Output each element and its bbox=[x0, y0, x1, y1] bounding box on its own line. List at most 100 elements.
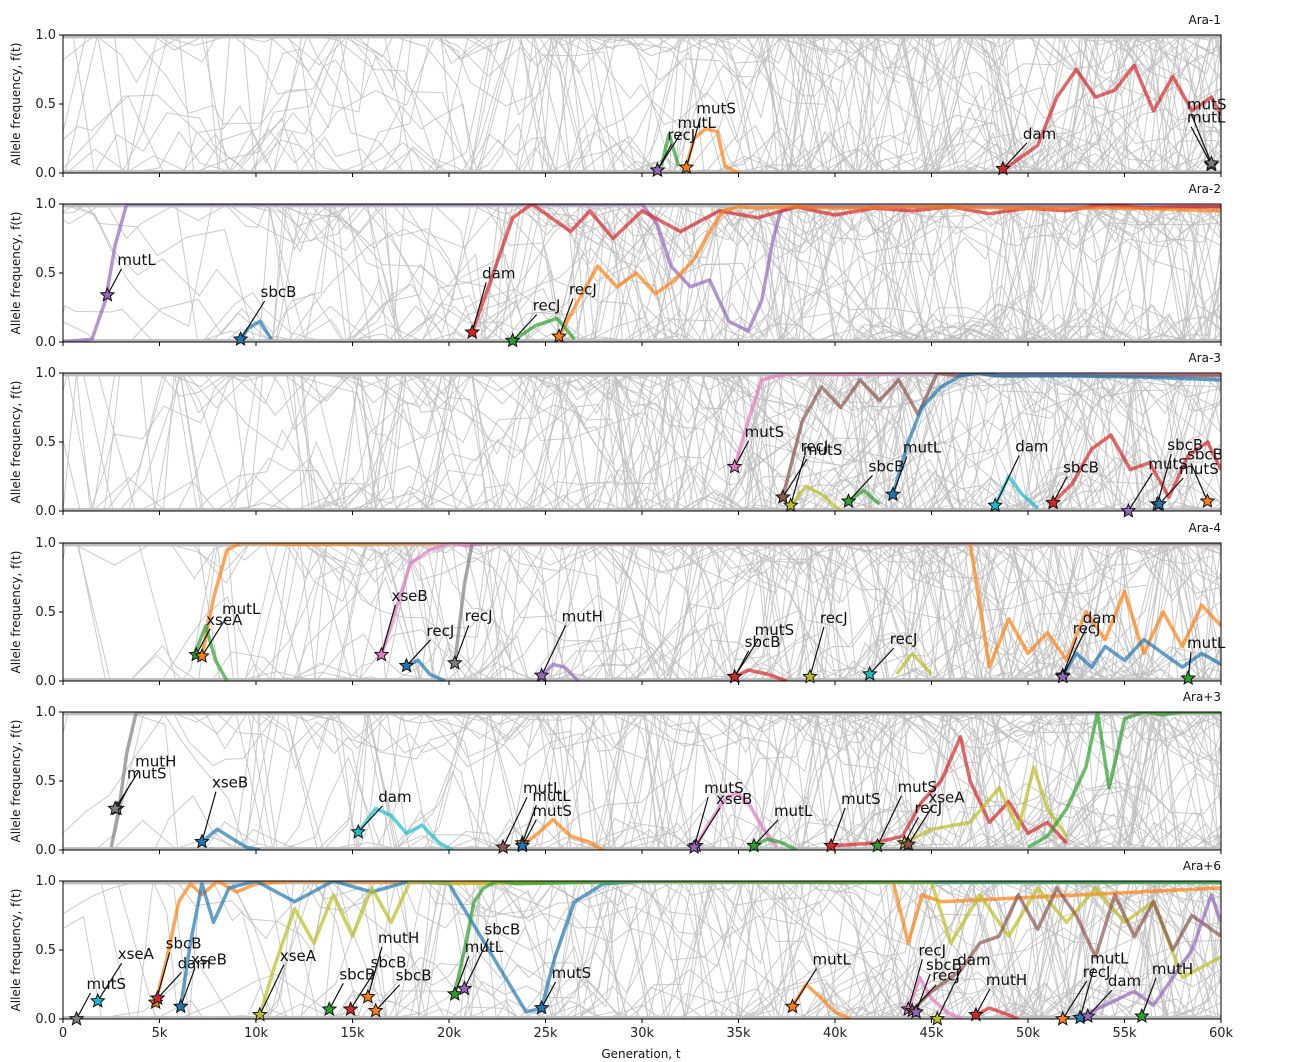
background-trace bbox=[200, 543, 1221, 681]
mutation-star-marker bbox=[194, 647, 210, 663]
gene-annotation-label: mutS bbox=[552, 964, 592, 982]
y-tick-label: 0.0 bbox=[35, 674, 56, 689]
plot-area bbox=[63, 373, 1221, 511]
annotation-leader bbox=[1190, 126, 1212, 166]
y-tick-label: 0.0 bbox=[35, 166, 56, 181]
background-trace bbox=[245, 543, 1208, 681]
y-tick-label: 0.5 bbox=[35, 266, 56, 281]
mutation-star-marker bbox=[232, 330, 249, 346]
y-axis-label: Allele frequency, f(t) bbox=[9, 381, 23, 504]
annotation-leader bbox=[1190, 113, 1212, 164]
background-trace bbox=[625, 543, 1221, 681]
y-tick-label: 0.0 bbox=[35, 504, 56, 519]
background-trace bbox=[437, 543, 1221, 681]
background-trace bbox=[63, 712, 969, 850]
background-trace bbox=[320, 204, 1221, 342]
background-trace bbox=[245, 373, 1167, 511]
background-trace bbox=[577, 543, 1221, 681]
annotation-leader bbox=[541, 625, 567, 676]
x-tick-label: 60k bbox=[1209, 1026, 1234, 1041]
background-trace bbox=[727, 204, 1221, 342]
annotation-leader bbox=[406, 639, 431, 667]
series-line-pink bbox=[732, 373, 1221, 468]
background-trace bbox=[948, 543, 1221, 681]
background-trace bbox=[939, 543, 1221, 681]
mutation-star-marker bbox=[464, 323, 481, 340]
y-tick-label: 0.0 bbox=[35, 843, 56, 858]
annotation-leader bbox=[1087, 989, 1113, 1017]
annotation-leader bbox=[541, 981, 557, 1009]
gene-annotation-label: mutS bbox=[532, 802, 572, 820]
y-tick-label: 0.5 bbox=[35, 97, 56, 112]
background-trace bbox=[65, 35, 995, 173]
series-line-brown bbox=[781, 373, 1221, 498]
mutation-star-marker bbox=[504, 332, 521, 348]
mutation-star-marker bbox=[514, 837, 531, 853]
background-trace bbox=[249, 543, 1173, 681]
mutation-star-marker bbox=[900, 836, 917, 852]
background-trace bbox=[717, 35, 1221, 173]
annotation-leader bbox=[1079, 967, 1095, 1018]
annotation-leader bbox=[367, 946, 383, 998]
panel-araminus2: 0.0 0.5 1.0 Ara-2 Allele frequency, f(t) mutL… bbox=[9, 182, 1222, 350]
background-trace bbox=[964, 35, 1221, 173]
annotation-leader bbox=[876, 795, 903, 847]
background-trace bbox=[580, 881, 1221, 1019]
annotation-leader bbox=[734, 638, 760, 678]
gene-annotation-label: xseA bbox=[280, 947, 317, 965]
annotation-leader bbox=[734, 440, 750, 468]
gene-annotation-label: mutS bbox=[1187, 95, 1227, 113]
annotation-leader bbox=[157, 971, 183, 999]
background-trace bbox=[783, 35, 1221, 173]
background-trace bbox=[1033, 35, 1221, 173]
background-trace bbox=[536, 204, 1221, 342]
background-trace bbox=[436, 712, 1221, 850]
background-trace bbox=[1002, 35, 1221, 173]
annotation-leader bbox=[180, 968, 196, 1007]
x-tick-label: 50k bbox=[1016, 1026, 1041, 1041]
background-trace bbox=[665, 35, 1221, 173]
background-trace bbox=[433, 881, 1221, 1019]
background-trace bbox=[802, 881, 1221, 1019]
series-line-olive bbox=[789, 484, 842, 511]
gene-annotation-label: mutS bbox=[897, 778, 937, 796]
y-tick-label: 0.5 bbox=[35, 943, 56, 958]
background-trace bbox=[204, 712, 1129, 850]
background-trace bbox=[803, 35, 1221, 173]
gene-annotation-label: sbcB bbox=[261, 283, 297, 301]
gene-annotation-label: mutL bbox=[1090, 950, 1129, 968]
annotation-leader bbox=[903, 816, 920, 844]
background-trace bbox=[918, 35, 1221, 173]
background-trace bbox=[877, 712, 1221, 850]
panel-araminus3: 0.0 0.5 1.0 Ara-3 Allele frequency, f(t) mutS… bbox=[9, 351, 1223, 519]
annotation-leader bbox=[892, 456, 908, 495]
gene-annotation-label: sbcB bbox=[396, 967, 432, 985]
background-trace bbox=[237, 204, 1221, 342]
background-trace bbox=[132, 543, 1116, 681]
mutation-star-marker bbox=[1045, 494, 1061, 510]
background-trace bbox=[143, 373, 1073, 511]
background-trace bbox=[738, 712, 1221, 850]
annotation-leader bbox=[75, 992, 92, 1020]
background-trace bbox=[347, 35, 1221, 173]
gene-annotation-label: mutL bbox=[813, 951, 852, 969]
mutation-star-marker bbox=[784, 998, 801, 1014]
mutation-star-marker bbox=[398, 657, 415, 673]
annotation-leader bbox=[782, 458, 808, 498]
gene-annotation-label: mutS bbox=[803, 441, 843, 459]
background-trace bbox=[285, 373, 1221, 511]
gene-annotation-label: sbcB bbox=[1167, 436, 1203, 454]
background-trace bbox=[1010, 35, 1221, 173]
mutation-star-marker bbox=[987, 497, 1004, 513]
background-trace bbox=[741, 543, 1221, 681]
gene-annotation-label: recJ bbox=[1083, 963, 1111, 981]
background-trace bbox=[63, 35, 900, 173]
annotation-leader bbox=[454, 624, 470, 664]
gene-annotation-label: sbcB bbox=[484, 921, 520, 939]
mutation-star-marker bbox=[1054, 1010, 1071, 1026]
x-tick-label: 5k bbox=[152, 1026, 168, 1041]
panels-group: 0.0 0.5 1.0 Ara-1 Allele frequency, f(t) recJ… bbox=[9, 13, 1234, 1041]
mutation-star-marker bbox=[884, 486, 901, 502]
background-trace bbox=[249, 712, 1177, 850]
background-trace bbox=[141, 373, 1030, 511]
